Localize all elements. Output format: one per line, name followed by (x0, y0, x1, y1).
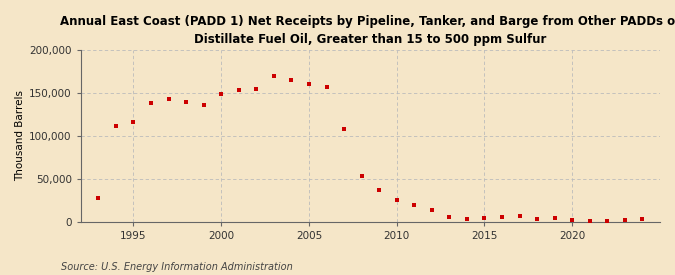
Point (128, 120, 139, 124)
Point (620, 218, 630, 222)
Point (462, 217, 472, 221)
Point (549, 216, 560, 221)
Point (585, 219, 595, 223)
Point (111, 124, 122, 129)
Text: Source: U.S. Energy Information Administration: Source: U.S. Energy Information Administ… (61, 262, 292, 272)
Point (602, 219, 613, 223)
Point (356, 174, 367, 178)
Point (444, 215, 455, 220)
Point (392, 198, 402, 202)
Point (304, 82, 315, 87)
Point (163, 97, 174, 101)
Title: Annual East Coast (PADD 1) Net Receipts by Pipeline, Tanker, and Barge from Othe: Annual East Coast (PADD 1) Net Receipts … (60, 15, 675, 46)
Point (427, 208, 437, 212)
Point (234, 88, 244, 92)
Point (409, 202, 420, 207)
Point (339, 127, 350, 131)
Point (567, 218, 578, 222)
Point (532, 217, 543, 221)
Point (216, 92, 227, 96)
Point (479, 216, 490, 221)
Point (146, 101, 157, 105)
Point (93, 196, 104, 200)
Y-axis label: Thousand Barrels: Thousand Barrels (15, 90, 25, 181)
Point (198, 103, 209, 107)
Point (269, 73, 279, 78)
Point (286, 78, 297, 82)
Point (321, 85, 332, 89)
Point (374, 188, 385, 192)
Point (251, 86, 262, 91)
Point (637, 217, 648, 221)
Point (181, 100, 192, 104)
Point (514, 213, 525, 218)
Point (497, 215, 508, 220)
